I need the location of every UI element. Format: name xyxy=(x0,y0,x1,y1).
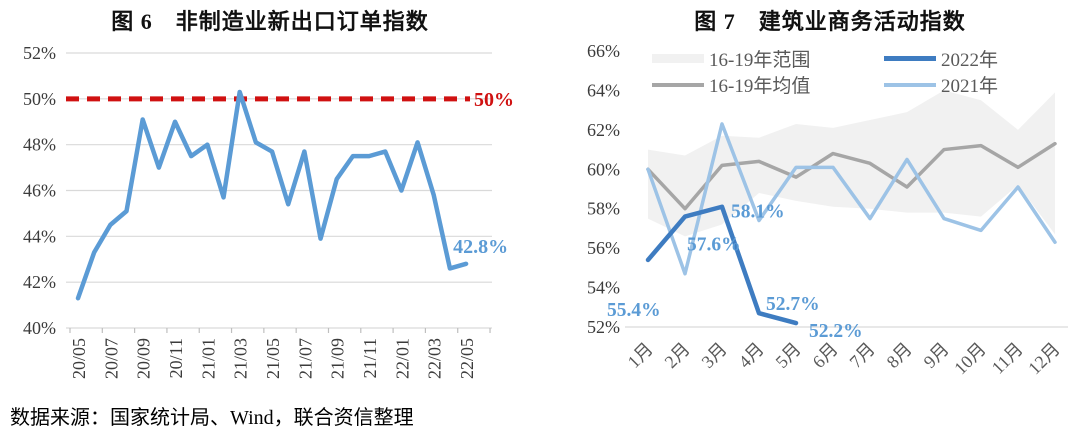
range-band-swatch xyxy=(652,54,704,63)
new-export-orders-line xyxy=(75,89,469,301)
x-axis-month-label: 9月 xyxy=(920,339,953,372)
x-axis-tick-label: 21/03 xyxy=(231,338,251,379)
figure-7-plot: 66% 64% 62% 60% 58% 56% 54% 52%1月 2月 3月 4月 5月 6月 7月 8月… xyxy=(587,41,1068,379)
value-annotation-2022: 58.1% xyxy=(731,202,785,223)
y-axis-tick-label: 56% xyxy=(587,238,620,258)
x-axis-tick-label: 20/05 xyxy=(69,338,89,379)
figure-7-title: 图 7 建筑业商务活动指数 xyxy=(694,9,966,34)
x-axis-tick-label: 20/11 xyxy=(166,338,186,378)
y-axis-tick-label: 48% xyxy=(23,135,56,155)
y-axis-tick-label: 52% xyxy=(23,43,56,63)
x-axis-month-label: 3月 xyxy=(698,339,731,372)
legend-item-2022: 2022年 xyxy=(884,47,999,71)
x-axis-tick-label: 22/01 xyxy=(392,338,412,379)
series-line-2022年 xyxy=(645,204,799,326)
y-axis-tick-label: 62% xyxy=(587,120,620,140)
y-axis-tick-label: 52% xyxy=(587,317,620,337)
line-2022-swatch xyxy=(884,56,936,61)
value-annotation-2022: 52.2% xyxy=(809,321,863,342)
y-axis-tick-label: 58% xyxy=(587,199,620,219)
y-axis-tick-label: 40% xyxy=(23,318,56,338)
legend-item-range: 16-19年范围 xyxy=(652,47,884,71)
x-axis-tick-label: 21/05 xyxy=(263,338,283,379)
figure-7-legend: 16-19年范围 2022年 16-19年均值 2021年 xyxy=(652,47,999,97)
x-axis-month-label: 12月 xyxy=(1024,339,1064,379)
x-axis-tick-label: 20/07 xyxy=(101,338,121,379)
series-line-2021年 xyxy=(646,122,1057,276)
legend-label-mean: 16-19年均值 xyxy=(709,76,811,97)
x-axis-month-label: 10月 xyxy=(950,339,990,379)
figure-6-plot: 52% 50% 48% 46% 44% 42% 40% 20/05 20/07 20/09 20/1… xyxy=(23,43,514,379)
x-axis-tick-label: 21/09 xyxy=(328,338,348,379)
x-axis-month-label: 11月 xyxy=(988,339,1027,378)
figure-6-title: 图 6 非制造业新出口订单指数 xyxy=(111,9,429,34)
x-axis-month-label: 4月 xyxy=(735,339,768,372)
x-axis-month-label: 8月 xyxy=(883,339,916,372)
x-axis-tick-label: 22/03 xyxy=(425,338,445,379)
y-axis-tick-label: 46% xyxy=(23,181,56,201)
legend-label-2021: 2021年 xyxy=(941,76,999,97)
value-annotation-2022: 57.6% xyxy=(687,235,741,256)
legend-item-2021: 2021年 xyxy=(884,73,999,97)
legend-item-mean: 16-19年均值 xyxy=(652,73,884,97)
end-value-annotation: 42.8% xyxy=(453,236,508,258)
y-axis-tick-label: 50% xyxy=(23,89,56,109)
y-axis-tick-label: 60% xyxy=(587,159,620,179)
figure-6-chart: 图 6 非制造业新出口订单指数 52% 50% 48% 46% 44% 42% 40% 20/… xyxy=(0,0,540,400)
x-axis-month-label: 1月 xyxy=(624,339,657,372)
figure-7-chart: 图 7 建筑业商务活动指数 66% 64% 62% 60% 58% 56% 54% 52% 1月… xyxy=(540,0,1080,400)
mean-line-swatch xyxy=(652,82,704,87)
value-annotation-2022: 52.7% xyxy=(766,294,820,315)
line-2021-swatch xyxy=(884,82,936,87)
x-axis-tick-label: 21/07 xyxy=(295,338,315,379)
data-source-note: 数据来源：国家统计局、Wind，联合资信整理 xyxy=(10,407,414,429)
y-axis-tick-label: 42% xyxy=(23,272,56,292)
x-axis-month-label: 5月 xyxy=(772,339,805,372)
legend-label-range: 16-19年范围 xyxy=(709,50,811,71)
y-axis-tick-label: 54% xyxy=(587,278,620,298)
x-axis-tick-label: 22/05 xyxy=(457,338,477,379)
x-axis-tick-label: 20/09 xyxy=(134,338,154,379)
y-axis-tick-label: 64% xyxy=(587,80,620,100)
x-axis-tick-label: 21/01 xyxy=(198,338,218,379)
x-axis-month-label: 7月 xyxy=(846,339,879,372)
x-axis-tick-label: 21/11 xyxy=(360,338,380,378)
x-axis-month-label: 6月 xyxy=(809,339,842,372)
legend-label-2022: 2022年 xyxy=(941,50,999,71)
value-annotation-2022: 55.4% xyxy=(607,300,661,321)
series-line-16-19年均值 xyxy=(646,141,1057,211)
reference-line-label: 50% xyxy=(474,89,514,111)
x-axis-month-label: 2月 xyxy=(661,339,694,372)
y-axis-tick-label: 44% xyxy=(23,226,56,246)
y-axis-tick-label: 66% xyxy=(587,41,620,61)
